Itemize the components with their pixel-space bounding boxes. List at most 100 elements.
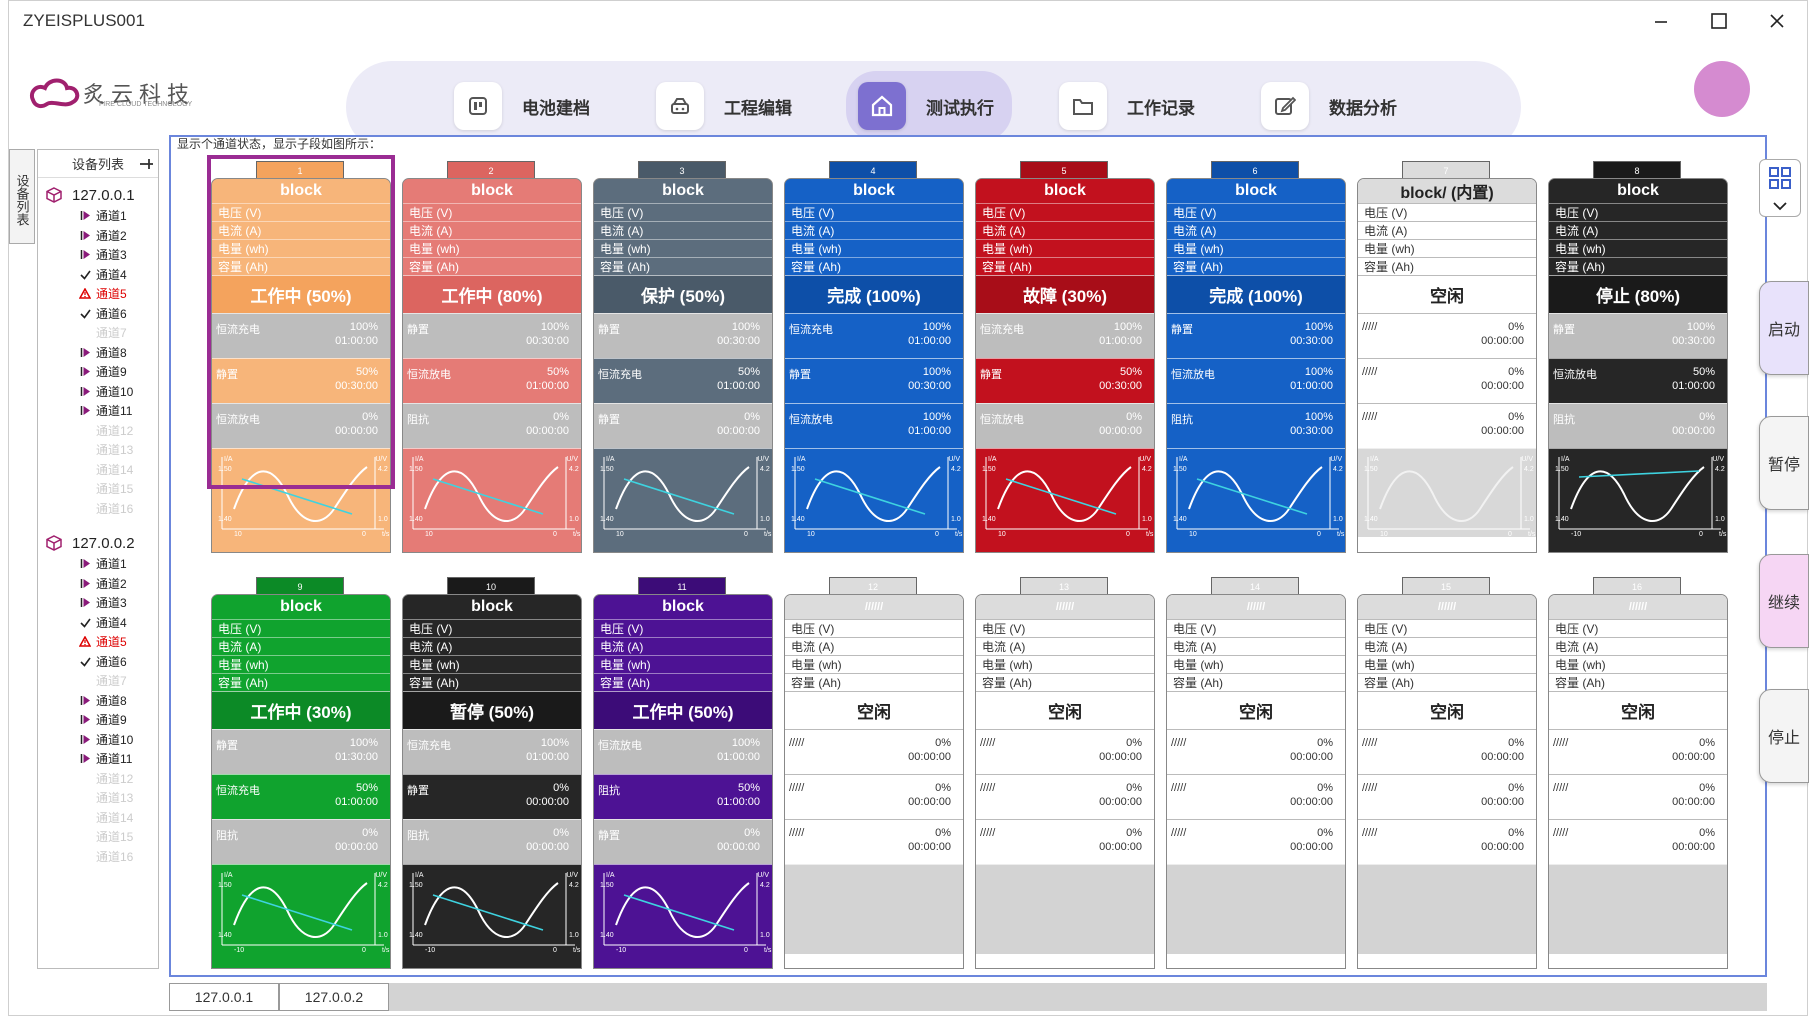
step-time: 00:00:00 — [717, 425, 760, 437]
device-node[interactable]: 127.0.0.2 — [38, 532, 158, 554]
channel-tree-item[interactable]: 通道9 — [38, 710, 158, 730]
channel-card[interactable]: 7 block/ (内置) 电压 (V) 电流 (A) 电量 (wh) 容量 (Ah) 空闲… — [1357, 161, 1537, 553]
close-button[interactable] — [1761, 7, 1793, 35]
channel-card[interactable]: 11 block 电压 (V) 电流 (A) 电量 (wh) 容量 (Ah) 工作中 (50… — [593, 577, 773, 969]
channel-tree-item[interactable]: 通道6 — [38, 652, 158, 672]
channel-mini-chart: I/A 1.50 1.40 U/V 4.2 1.0 -10 0 t/s — [212, 864, 390, 954]
metric-label: 容量 (Ah) — [403, 673, 581, 691]
step-progress: 50% — [1119, 366, 1142, 378]
step-time: 00:00:00 — [1672, 751, 1715, 763]
step-progress: 50% — [355, 366, 378, 378]
metric-label: 电压 (V) — [1167, 619, 1345, 637]
channel-tree-label: 通道9 — [96, 713, 127, 728]
voltage-curve — [806, 466, 941, 523]
pause-button[interactable]: 暂停 — [1759, 416, 1809, 510]
channel-card[interactable]: 12//////电压 (V) 电流 (A) 电量 (wh) 容量 (Ah) 空闲////… — [784, 577, 964, 969]
step-row: 恒流放电 50% 01:00:00 — [403, 358, 581, 403]
current-line — [623, 478, 735, 515]
y-min-left: 1.40 — [600, 932, 614, 939]
step-name: 静置 — [407, 324, 429, 336]
stop-label: 停止 — [1767, 730, 1800, 747]
channel-tree-item: 通道7 — [38, 323, 158, 343]
channel-status: 空闲 — [1549, 691, 1727, 729]
channel-tree-item[interactable]: 通道4 — [38, 613, 158, 633]
channel-card[interactable]: 5 block 电压 (V) 电流 (A) 电量 (wh) 容量 (Ah) 故障 (30%)… — [975, 161, 1155, 553]
channel-tree-item[interactable]: 通道10 — [38, 730, 158, 750]
y-max-right: 4.2 — [378, 882, 388, 889]
channel-tree-item: 通道12 — [38, 421, 158, 441]
step-progress: 100% — [1304, 366, 1333, 378]
start-button[interactable]: 启动 — [1759, 281, 1809, 375]
resume-button[interactable]: 继续 — [1759, 554, 1809, 648]
channel-tree-label: 通道7 — [96, 326, 127, 341]
channel-card[interactable]: 8 block 电压 (V) 电流 (A) 电量 (wh) 容量 (Ah) 停止 (80%)… — [1548, 161, 1728, 553]
step-time: 00:00:00 — [908, 751, 951, 763]
channel-tree-item[interactable]: 通道2 — [38, 574, 158, 594]
channel-card[interactable]: 13//////电压 (V) 电流 (A) 电量 (wh) 容量 (Ah) 空闲////… — [975, 577, 1155, 969]
channel-card[interactable]: 9 block 电压 (V) 电流 (A) 电量 (wh) 容量 (Ah) 工作中 (30%… — [211, 577, 391, 969]
channel-card[interactable]: 16//////电压 (V) 电流 (A) 电量 (wh) 容量 (Ah) 空闲////… — [1548, 577, 1728, 969]
nav-work-records[interactable]: 工作记录 — [1059, 71, 1195, 141]
stop-button[interactable]: 停止 — [1759, 689, 1809, 783]
channel-card[interactable]: 1 block 电压 (V) 电流 (A) 电量 (wh) 容量 (Ah) 工作中 (50%… — [211, 161, 391, 553]
channel-number-tab: 5 — [1020, 161, 1108, 179]
y-label-right: U/V — [1521, 456, 1533, 463]
channel-tree-label: 通道6 — [96, 306, 127, 321]
maximize-button[interactable] — [1703, 7, 1735, 35]
channel-tree-item[interactable]: 通道11 — [38, 401, 158, 421]
channel-tree-item[interactable]: 通道1 — [38, 554, 158, 574]
pin-icon[interactable] — [138, 156, 154, 172]
channel-tree-item[interactable]: 通道2 — [38, 226, 158, 246]
channel-tree-item[interactable]: 通道5 — [38, 632, 158, 652]
channel-card[interactable]: 6 block 电压 (V) 电流 (A) 电量 (wh) 容量 (Ah) 完成 (100%… — [1166, 161, 1346, 553]
channel-tree-label: 通道14 — [96, 462, 134, 477]
channel-tree-item[interactable]: 通道8 — [38, 691, 158, 711]
x-max: 0 — [1317, 531, 1321, 538]
minimize-button[interactable] — [1645, 7, 1677, 35]
layout-toggle-button[interactable] — [1759, 159, 1801, 217]
nav-data-analysis[interactable]: 数据分析 — [1261, 71, 1397, 141]
step-time: 00:00:00 — [335, 841, 378, 853]
channel-tree-item[interactable]: 通道3 — [38, 245, 158, 265]
channel-tree-label: 通道4 — [96, 267, 127, 282]
step-row: 恒流充电 100% 01:00:00 — [785, 313, 963, 358]
channel-card[interactable]: 15//////电压 (V) 电流 (A) 电量 (wh) 容量 (Ah) 空闲////… — [1357, 577, 1537, 969]
nav-battery-file[interactable]: 电池建档 — [454, 71, 590, 141]
voltage-curve — [233, 882, 368, 939]
channel-tree-item[interactable]: 通道10 — [38, 382, 158, 402]
channel-tree-label: 通道15 — [96, 482, 134, 497]
device-node[interactable]: 127.0.0.1 — [38, 184, 158, 206]
channel-card[interactable]: 4 block 电压 (V) 电流 (A) 电量 (wh) 容量 (Ah) 完成 (100%… — [784, 161, 964, 553]
y-max-left: 1.50 — [600, 466, 614, 473]
device-tab-1[interactable]: 127.0.0.1 — [169, 983, 279, 1011]
step-progress: 0% — [1508, 321, 1524, 333]
metric-label: 容量 (Ah) — [1358, 257, 1536, 275]
user-avatar[interactable] — [1694, 61, 1750, 117]
channel-mini-chart — [976, 864, 1154, 954]
nav-engineering[interactable]: 工程编辑 — [656, 71, 792, 141]
channel-tree-item[interactable]: 通道4 — [38, 265, 158, 285]
channel-card[interactable]: 10 block 电压 (V) 电流 (A) 电量 (wh) 容量 (Ah) 暂停 (50%… — [402, 577, 582, 969]
channel-tree-item[interactable]: 通道8 — [38, 343, 158, 363]
metric-label: 电压 (V) — [212, 619, 390, 637]
channel-number-tab: 3 — [638, 161, 726, 179]
channel-card[interactable]: 14//////电压 (V) 电流 (A) 电量 (wh) 容量 (Ah) 空闲////… — [1166, 577, 1346, 969]
channel-tree-item[interactable]: 通道9 — [38, 362, 158, 382]
step-time: 00:00:00 — [1672, 425, 1715, 437]
device-list-side-tab[interactable]: 设备列表 — [9, 149, 35, 244]
step-time: 00:30:00 — [1672, 335, 1715, 347]
channel-status: 保护 (50%) — [594, 275, 772, 313]
channel-card[interactable]: 2 block 电压 (V) 电流 (A) 电量 (wh) 容量 (Ah) 工作中 (80%… — [402, 161, 582, 553]
channel-tree-item[interactable]: 通道3 — [38, 593, 158, 613]
channel-tree-label: 通道8 — [96, 345, 127, 360]
nav-test-execution[interactable]: 测试执行 — [846, 71, 1012, 147]
channel-tree-item[interactable]: 通道11 — [38, 749, 158, 769]
channel-tree-item[interactable]: 通道6 — [38, 304, 158, 324]
channel-tree-item[interactable]: 通道1 — [38, 206, 158, 226]
metric-label: 电量 (wh) — [403, 239, 581, 257]
channel-card[interactable]: 3 block 电压 (V) 电流 (A) 电量 (wh) 容量 (Ah) 保护 (50%)… — [593, 161, 773, 553]
device-ip: 127.0.0.2 — [72, 534, 135, 552]
channel-tree-item[interactable]: 通道5 — [38, 284, 158, 304]
step-name: 静置 — [789, 369, 811, 381]
device-tab-2[interactable]: 127.0.0.2 — [279, 983, 389, 1011]
